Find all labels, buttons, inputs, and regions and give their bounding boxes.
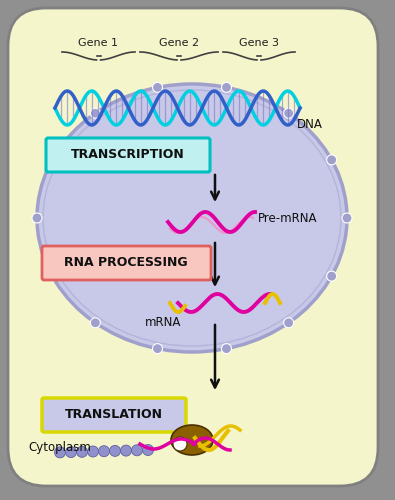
Circle shape [284, 108, 293, 118]
FancyBboxPatch shape [42, 398, 186, 432]
Text: Gene 3: Gene 3 [239, 38, 279, 48]
Circle shape [342, 213, 352, 223]
Circle shape [88, 446, 98, 457]
Text: mRNA: mRNA [145, 316, 181, 329]
Text: Cytoplasm: Cytoplasm [28, 442, 91, 454]
Circle shape [32, 213, 42, 223]
FancyBboxPatch shape [8, 8, 378, 486]
Circle shape [173, 437, 187, 451]
Text: Gene 2: Gene 2 [159, 38, 199, 48]
Circle shape [120, 445, 132, 456]
Circle shape [222, 82, 231, 92]
Circle shape [47, 271, 57, 281]
Ellipse shape [171, 425, 213, 455]
Circle shape [109, 446, 120, 456]
FancyBboxPatch shape [46, 138, 210, 172]
Circle shape [143, 444, 154, 456]
Circle shape [77, 446, 88, 458]
Circle shape [327, 271, 337, 281]
Ellipse shape [37, 84, 347, 352]
Text: TRANSLATION: TRANSLATION [65, 408, 163, 422]
Circle shape [152, 344, 162, 353]
Circle shape [284, 318, 293, 328]
Circle shape [90, 108, 100, 118]
Text: RNA PROCESSING: RNA PROCESSING [64, 256, 188, 270]
FancyBboxPatch shape [42, 246, 211, 280]
Text: Pre-mRNA: Pre-mRNA [258, 212, 318, 224]
Circle shape [66, 446, 77, 458]
Circle shape [152, 82, 162, 92]
Text: Gene 1: Gene 1 [79, 38, 118, 48]
Circle shape [47, 155, 57, 165]
Circle shape [98, 446, 109, 456]
Circle shape [327, 155, 337, 165]
Circle shape [55, 447, 66, 458]
Text: TRANSCRIPTION: TRANSCRIPTION [71, 148, 185, 162]
Circle shape [222, 344, 231, 353]
Circle shape [90, 318, 100, 328]
Circle shape [132, 445, 143, 456]
Text: DNA: DNA [297, 118, 323, 131]
